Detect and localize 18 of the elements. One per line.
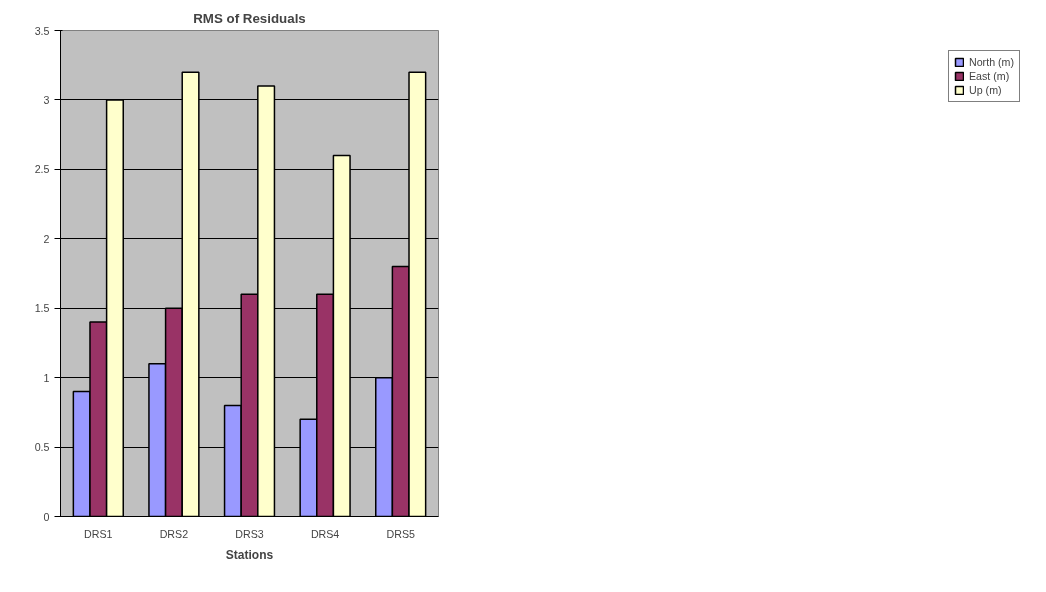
y-tick-label: 3 [43,93,50,106]
x-tick-label: DRS2 [159,527,189,540]
y-tick-label: 1 [43,371,50,384]
y-tick-label: 2 [43,232,50,245]
chart-title: RMS of Residuals [193,10,306,26]
y-tick-label: 2.5 [34,163,50,176]
x-tick-label: DRS4 [310,527,340,540]
y-tick-label: 0.5 [34,441,50,454]
x-tick-label: DRS1 [84,527,113,540]
x-axis-title: Stations [225,547,274,562]
y-tick-label: 3.5 [34,24,50,37]
legend-label: Up (m) [969,84,1002,96]
y-tick-label: 1.5 [34,302,50,315]
x-tick-label: DRS5 [386,527,415,540]
x-tick-label: DRS3 [235,527,264,540]
legend-label: North (m) [969,56,1014,68]
legend-label: East (m) [969,70,1010,82]
y-tick-label: 0 [43,510,50,523]
